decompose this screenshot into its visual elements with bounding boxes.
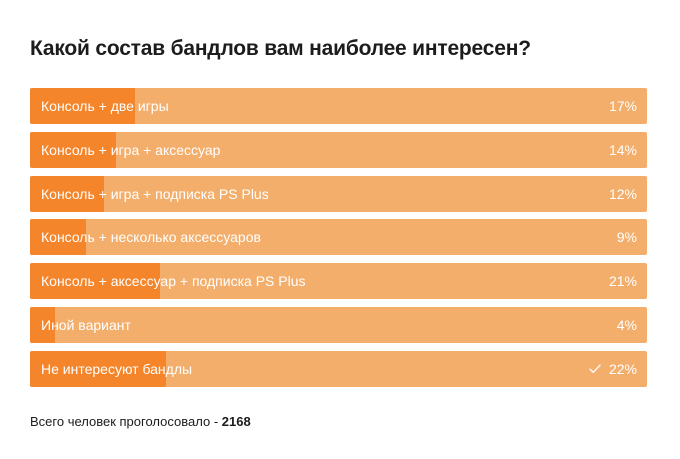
poll-option-fill — [30, 131, 117, 168]
poll-option-percent: 12% — [608, 185, 637, 202]
poll-footer: Всего человек проголосовало - 2168 — [30, 414, 251, 429]
poll-option-other[interactable]: Иной вариант 4% — [30, 306, 647, 343]
poll-option-label: Консоль + две игры — [41, 98, 169, 114]
poll-option-fill — [30, 306, 55, 343]
check-icon — [589, 364, 601, 373]
poll-option-result: 12% — [609, 176, 637, 212]
poll-title: Какой состав бандлов вам наиболее интере… — [30, 37, 531, 60]
poll-option-result: 17% — [609, 88, 637, 124]
poll-option-result: 14% — [609, 132, 637, 168]
poll-option-label: Консоль + несколько аксессуаров — [41, 229, 261, 246]
poll-option-console-two-games[interactable]: Консоль + две игры 17% — [30, 88, 647, 124]
poll-option-fill — [30, 175, 105, 212]
poll-options: Консоль + две игры 17% Консоль + игра + … — [30, 88, 647, 395]
poll-option-console-game-accessory[interactable]: Консоль + игра + аксессуар 14% — [30, 131, 647, 168]
poll-option-percent: 17% — [608, 98, 637, 114]
poll-option-percent: 14% — [608, 141, 637, 158]
poll-option-percent: 21% — [608, 273, 637, 290]
poll-total-votes: 2168 — [221, 414, 251, 429]
poll-option-console-accessories[interactable]: Консоль + несколько аксессуаров 9% — [30, 219, 647, 256]
poll-option-fill — [30, 263, 160, 300]
poll-option-percent: 22% — [608, 360, 637, 377]
poll-option-label: Не интересуют бандлы — [41, 360, 193, 377]
poll-option-label: Консоль + игра + аксессуар — [41, 141, 221, 158]
poll-option-fill — [30, 219, 86, 256]
poll-option-fill — [30, 88, 135, 124]
poll-option-label: Консоль + игра + подписка PS Plus — [41, 185, 269, 202]
poll-option-fill — [30, 350, 166, 387]
poll-option-result: 21% — [609, 263, 637, 299]
poll-option-not-interested[interactable]: Не интересуют бандлы 22% — [30, 350, 647, 387]
poll-option-label: Иной вариант — [41, 316, 131, 333]
poll-footer-label: Всего человек проголосовало - — [30, 414, 222, 429]
poll-option-result: 22% — [589, 351, 637, 387]
poll-option-percent: 4% — [616, 316, 637, 333]
poll-option-result: 9% — [617, 219, 637, 255]
poll-option-console-game-psplus[interactable]: Консоль + игра + подписка PS Plus 12% — [30, 175, 647, 212]
poll-option-label: Консоль + аксессуар + подписка PS Plus — [41, 273, 306, 290]
poll-option-console-accessory-psplus[interactable]: Консоль + аксессуар + подписка PS Plus 2… — [30, 263, 647, 300]
poll-option-result: 4% — [617, 307, 637, 343]
poll-option-percent: 9% — [616, 229, 637, 246]
